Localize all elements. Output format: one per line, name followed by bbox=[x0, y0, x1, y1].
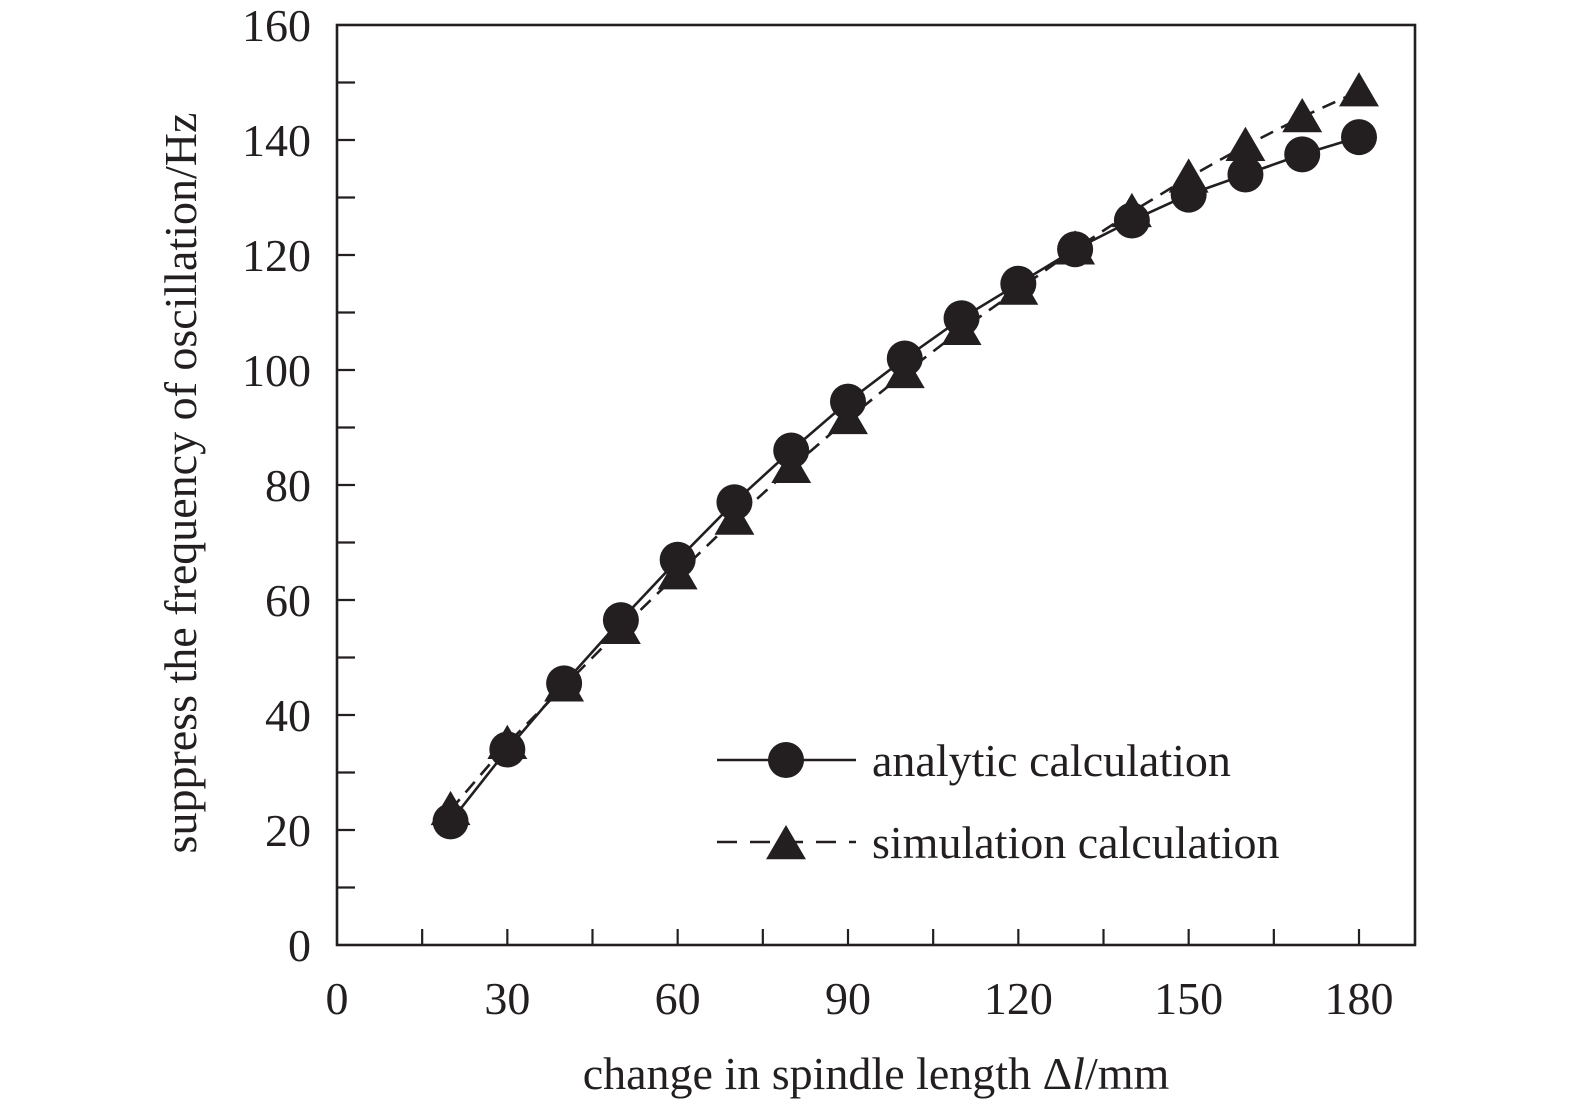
x-tick-label: 150 bbox=[1154, 973, 1223, 1024]
y-tick-label: 140 bbox=[242, 115, 311, 166]
series-line-analytic bbox=[449, 135, 1360, 823]
y-tick-label: 40 bbox=[265, 690, 311, 741]
data-point-analytic bbox=[602, 602, 639, 639]
y-tick-label: 20 bbox=[265, 805, 311, 856]
legend-marker-simulation bbox=[766, 825, 806, 860]
y-tick-label: 160 bbox=[242, 0, 311, 51]
data-point-analytic bbox=[1000, 265, 1037, 302]
data-point-simulation bbox=[1225, 126, 1266, 161]
y-tick-label: 100 bbox=[242, 345, 311, 396]
y-axis-label: suppress the frequency of oscillation/Hz bbox=[155, 113, 206, 854]
x-tick-label: 180 bbox=[1325, 973, 1394, 1024]
y-tick-label: 0 bbox=[288, 920, 311, 971]
x-tick-label: 30 bbox=[484, 973, 530, 1024]
legend-label-simulation: simulation calculation bbox=[872, 817, 1280, 868]
data-point-analytic bbox=[659, 541, 696, 578]
data-point-analytic bbox=[943, 300, 980, 337]
legend: analytic calculation simulation calculati… bbox=[717, 735, 1280, 868]
x-tick-label: 60 bbox=[655, 973, 701, 1024]
data-point-analytic bbox=[1170, 176, 1207, 213]
data-point-simulation bbox=[1339, 72, 1379, 107]
x-tick-label: 90 bbox=[825, 973, 871, 1024]
legend-marker-analytic bbox=[768, 742, 804, 778]
data-point-analytic bbox=[1057, 231, 1094, 268]
data-point-analytic bbox=[1341, 119, 1377, 156]
data-point-analytic bbox=[886, 340, 923, 377]
y-tick-label: 80 bbox=[265, 460, 311, 511]
data-point-analytic bbox=[546, 665, 583, 702]
x-tick-label: 120 bbox=[984, 973, 1053, 1024]
y-tick-label: 60 bbox=[265, 575, 311, 626]
series-line-simulation bbox=[449, 89, 1360, 811]
data-point-analytic bbox=[1227, 156, 1264, 193]
data-point-analytic bbox=[1113, 202, 1150, 239]
data-point-analytic bbox=[830, 383, 866, 420]
data-point-analytic bbox=[716, 484, 753, 521]
legend-label-analytic: analytic calculation bbox=[872, 735, 1231, 786]
data-point-analytic bbox=[489, 731, 526, 768]
data-point-analytic bbox=[432, 803, 469, 840]
data-point-analytic bbox=[1284, 136, 1321, 173]
x-tick-label: 0 bbox=[326, 973, 349, 1024]
data-point-analytic bbox=[773, 432, 810, 469]
y-tick-label: 120 bbox=[242, 230, 311, 281]
plot-series bbox=[430, 72, 1379, 840]
data-point-simulation bbox=[1282, 98, 1323, 133]
axis-ticks: 0 30 60 90 120 150 180 0 20 40 60 80 100 120 140 160 bbox=[242, 0, 1394, 1024]
x-axis-label: change in spindle length Δl/mm bbox=[583, 1048, 1170, 1099]
